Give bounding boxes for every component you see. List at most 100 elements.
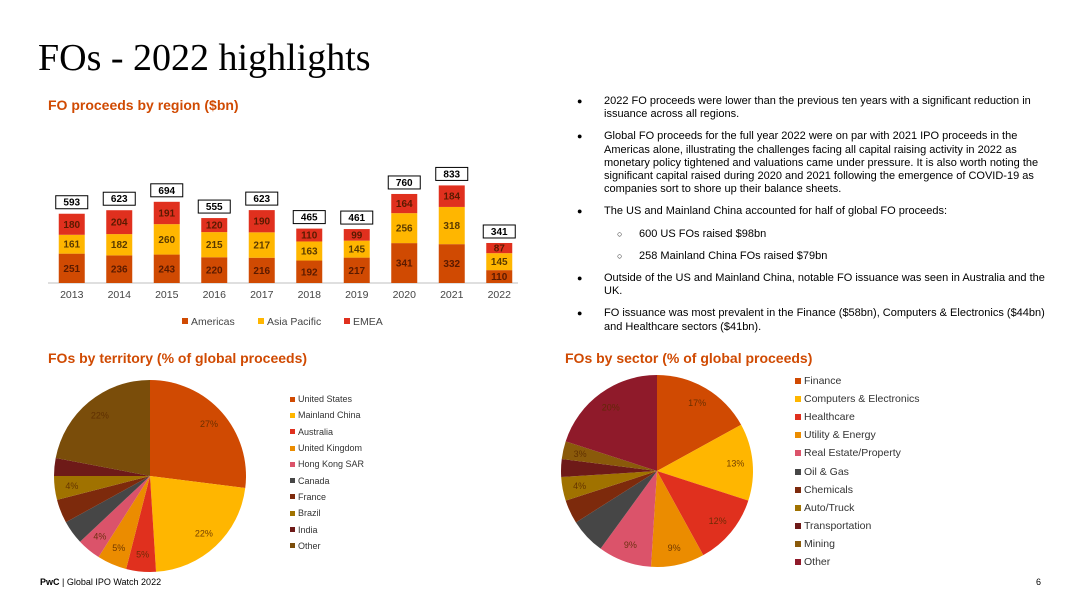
legend-item: Real Estate/Property xyxy=(795,444,920,462)
legend-label: Computers & Electronics xyxy=(804,393,920,406)
legend-swatch xyxy=(795,432,801,439)
legend-swatch xyxy=(290,429,295,435)
bullet-text: Outside of the US and Mainland China, no… xyxy=(604,272,1045,298)
legend-item: Brazil xyxy=(290,505,364,521)
bar-value-label: 191 xyxy=(158,208,175,219)
pie-slice-label: 12% xyxy=(709,516,727,526)
legend-item: Utility & Energy xyxy=(795,426,920,444)
bar-segment xyxy=(438,206,465,245)
pie-slice xyxy=(150,380,247,489)
x-tick-label: 2016 xyxy=(203,289,227,301)
legend-item: Australia xyxy=(290,424,364,440)
legend-swatch xyxy=(795,468,801,475)
bullet-text: FO issuance was most prevalent in the Fi… xyxy=(604,307,1045,333)
legend-label: EMEA xyxy=(353,316,383,328)
legend-label: Americas xyxy=(191,316,235,328)
bullet-text: The US and Mainland China accounted for … xyxy=(604,205,948,218)
bar-value-label: 110 xyxy=(301,231,318,242)
legend-item: Chemicals xyxy=(795,481,920,499)
legend-swatch xyxy=(182,318,188,324)
page-number: 6 xyxy=(1036,577,1042,587)
legend-item: Mainland China xyxy=(290,407,364,423)
bar-total-box xyxy=(102,191,136,206)
bullet-icon: ○ xyxy=(617,250,623,261)
bar-total-box xyxy=(55,195,89,210)
legend-item: France xyxy=(290,489,364,505)
bar-segment xyxy=(153,201,180,225)
bullet-text: 258 Mainland China FOs raised $79bn xyxy=(639,249,828,262)
bar-segment xyxy=(106,234,133,256)
legend-item: Hong Kong SAR xyxy=(290,456,364,472)
pie-slice-label: 27% xyxy=(200,419,218,429)
bar-value-label: 182 xyxy=(111,240,128,251)
bullet-text: Global FO proceeds for the full year 202… xyxy=(604,130,1039,196)
bar-value-label: 161 xyxy=(63,240,80,251)
bar-total-box xyxy=(387,175,421,190)
legend-item: Transportation xyxy=(795,517,920,535)
bar-segment xyxy=(296,228,323,242)
pie-slice xyxy=(657,424,753,501)
x-tick-label: 2017 xyxy=(250,289,274,301)
bullet-icon: ● xyxy=(577,131,583,142)
pie-slice xyxy=(150,476,246,572)
pie-slice xyxy=(80,476,150,558)
legend-label: Mining xyxy=(804,537,835,550)
legend-label: Transportation xyxy=(804,519,872,532)
pie-slice xyxy=(650,471,704,567)
legend-swatch xyxy=(290,461,295,467)
bar-segment xyxy=(201,218,228,233)
bar-value-label: 110 xyxy=(491,272,508,283)
legend-swatch xyxy=(258,318,264,324)
bar-segment xyxy=(58,213,85,235)
bar-chart-title: FO proceeds by region ($bn) xyxy=(48,97,239,113)
territory-legend: United States Mainland China Australia Unit… xyxy=(290,391,364,554)
pie-slice-label: 22% xyxy=(91,410,109,420)
bar-value-label: 99 xyxy=(351,230,363,241)
legend-label: Other xyxy=(804,555,831,568)
legend-label: Hong Kong SAR xyxy=(298,459,365,470)
bar-total-box xyxy=(197,199,231,214)
bar-value-label: 190 xyxy=(253,217,270,228)
bar-segment xyxy=(296,260,323,283)
bar-segment xyxy=(486,253,513,271)
bullet-icon: ● xyxy=(577,308,583,319)
bar-total-box xyxy=(482,224,516,239)
pie-slice xyxy=(126,476,157,572)
pie-slice-label: 3% xyxy=(574,449,587,459)
legend-swatch xyxy=(795,378,801,385)
bullet-icon: ● xyxy=(577,206,583,217)
legend-label: Australia xyxy=(298,426,334,437)
bar-segment xyxy=(248,210,275,233)
legend-label: Canada xyxy=(298,475,330,486)
legend-label: Other xyxy=(298,540,321,551)
bullet-icon: ○ xyxy=(617,228,623,239)
x-tick-label: 2019 xyxy=(345,289,369,301)
bar-total-label: 593 xyxy=(63,198,80,209)
pie-slice xyxy=(561,471,657,501)
legend-label: United Kingdom xyxy=(298,443,363,454)
bullet-item: ● Global FO proceeds for the full year 20… xyxy=(577,130,1047,196)
pie-slice xyxy=(565,471,657,523)
bullet-item: ○ 600 US FOs raised $98bn xyxy=(617,228,1047,241)
bar-value-label: 216 xyxy=(253,266,270,277)
pie-slice-label: 17% xyxy=(688,398,706,408)
pie-slice xyxy=(600,471,657,567)
legend-item: Canada xyxy=(290,472,364,488)
sector-chart-title: FOs by sector (% of global proceeds) xyxy=(565,350,813,366)
bar-segment xyxy=(248,257,275,283)
x-tick-label: 2022 xyxy=(488,289,512,301)
pie-slice xyxy=(657,375,742,471)
bullet-item: ● The US and Mainland China accounted for… xyxy=(577,205,1047,218)
footer-separator: | xyxy=(59,577,67,587)
pie-slice-label: 20% xyxy=(602,402,620,412)
legend-swatch xyxy=(795,522,801,529)
bullet-item: ○ 258 Mainland China FOs raised $79bn xyxy=(617,250,1047,263)
pie-slice xyxy=(575,471,657,549)
bar-chart: 251 161 180 593 2013 236 182 204 623 2014 243 260 19… xyxy=(48,166,518,328)
bar-value-label: 318 xyxy=(443,221,460,232)
legend-swatch xyxy=(795,504,801,511)
bar-segment xyxy=(438,185,465,207)
legend-swatch xyxy=(344,318,350,324)
x-tick-label: 2018 xyxy=(298,289,322,301)
legend-label: Brazil xyxy=(298,508,321,519)
